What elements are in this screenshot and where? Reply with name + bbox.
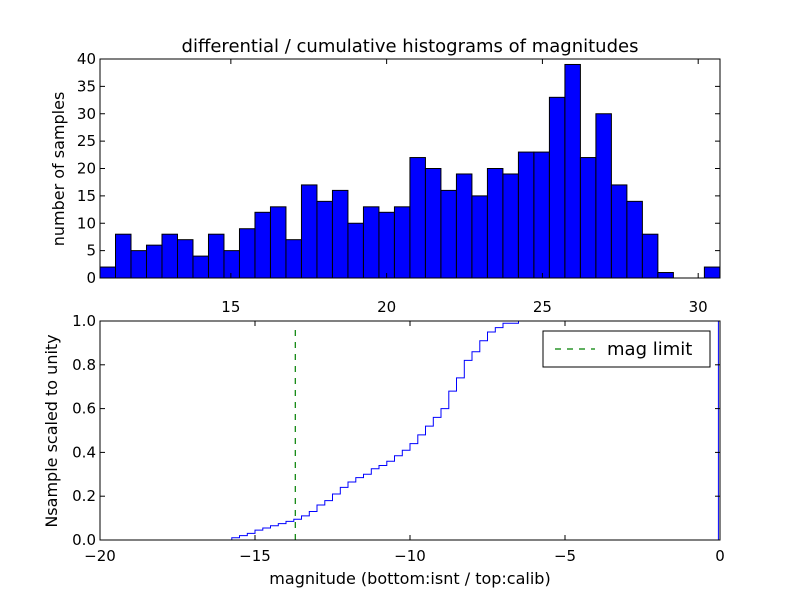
histogram-bar [331,189,349,279]
y-tick-label: 25 [77,132,96,150]
y-tick-label: 0.2 [72,487,96,505]
x-tick-label: −20 [84,547,116,565]
histogram-bar [440,189,457,279]
y-tick-label: 10 [77,214,96,232]
y-tick-label: 5 [86,242,96,260]
histogram-bar [657,272,674,279]
histogram-bar [455,173,473,279]
y-tick-label: 20 [77,160,96,178]
chart-title: differential / cumulative histograms of … [182,36,639,57]
histogram-bar [223,250,240,279]
histogram-bar [130,250,147,279]
histogram-bar [471,195,488,279]
y-tick-label: 40 [77,50,96,68]
y-tick-label: 30 [77,105,96,123]
y-tick-label: 35 [77,77,96,95]
histogram-bar [703,266,721,279]
histogram-bar [424,168,442,279]
histogram-bar [595,113,612,279]
y-tick-label: 15 [77,187,96,205]
histogram-bar [641,233,659,279]
legend: mag limit [542,330,711,368]
cumulative-panel: Nsample scaled to unity magnitude (botto… [42,312,725,588]
histogram-bar [533,151,550,279]
x-tick-label: −15 [239,547,271,565]
x-tick-label: 0 [715,547,725,565]
x-tick-label: 30 [689,298,708,316]
y-tick-label: 0.8 [72,356,96,374]
histogram-bar [285,239,302,279]
histogram-bar [548,96,566,279]
histogram-bar [626,200,643,279]
histogram-bar [207,233,225,279]
y-tick-label: 0.0 [72,531,96,549]
y-tick-label: 0.4 [72,443,96,461]
histogram-bar [378,211,395,279]
x-tick-label: 15 [221,298,240,316]
histogram-bar [114,233,132,279]
histogram-bar [579,157,597,279]
histogram-bar [502,173,519,279]
x-tick-label: −10 [394,547,426,565]
histogram-bar [192,255,209,279]
histogram-bar [161,233,178,279]
histogram-bar [300,184,318,279]
histogram-bars [99,63,721,279]
histogram-bar [316,200,333,279]
x-tick-label: 25 [533,298,552,316]
histogram-bar [486,168,504,279]
top-axes-frame [99,58,721,279]
top-axis-ticks: 0 5 10 15 20 25 30 35 40 15 20 25 30 [77,50,720,316]
histogram-bar [238,228,256,279]
histogram-bar [99,266,116,279]
histogram-bar [347,222,364,279]
bottom-axis-ticks: 0.0 0.2 0.4 0.6 0.8 1.0 −20 −15 −10 −5 0 [72,312,725,565]
y-tick-label: 1.0 [72,312,96,330]
y-tick-label: 0 [86,269,96,287]
histogram-bar [393,206,411,279]
legend-label: mag limit [607,339,692,360]
histogram-panel: differential / cumulative histograms of … [49,36,721,316]
histogram-bar [610,184,628,279]
histogram-bar [362,206,380,279]
cumulative-plot [100,320,719,541]
top-y-axis-label: number of samples [49,92,68,247]
y-tick-label: 0.6 [72,400,96,418]
cumulative-step-line [100,320,719,541]
histogram-bar [176,239,194,279]
histogram-bar [145,244,163,279]
x-tick-label: −5 [554,547,576,565]
bottom-y-axis-label: Nsample scaled to unity [42,334,61,527]
histogram-bar [517,151,535,279]
histogram-bar [254,211,271,279]
histogram-bar [269,206,287,279]
x-tick-label: 20 [377,298,396,316]
bottom-axes-frame [99,320,721,541]
histogram-bar [564,63,581,279]
histogram-bar [409,157,426,279]
x-axis-label: magnitude (bottom:isnt / top:calib) [269,569,550,588]
